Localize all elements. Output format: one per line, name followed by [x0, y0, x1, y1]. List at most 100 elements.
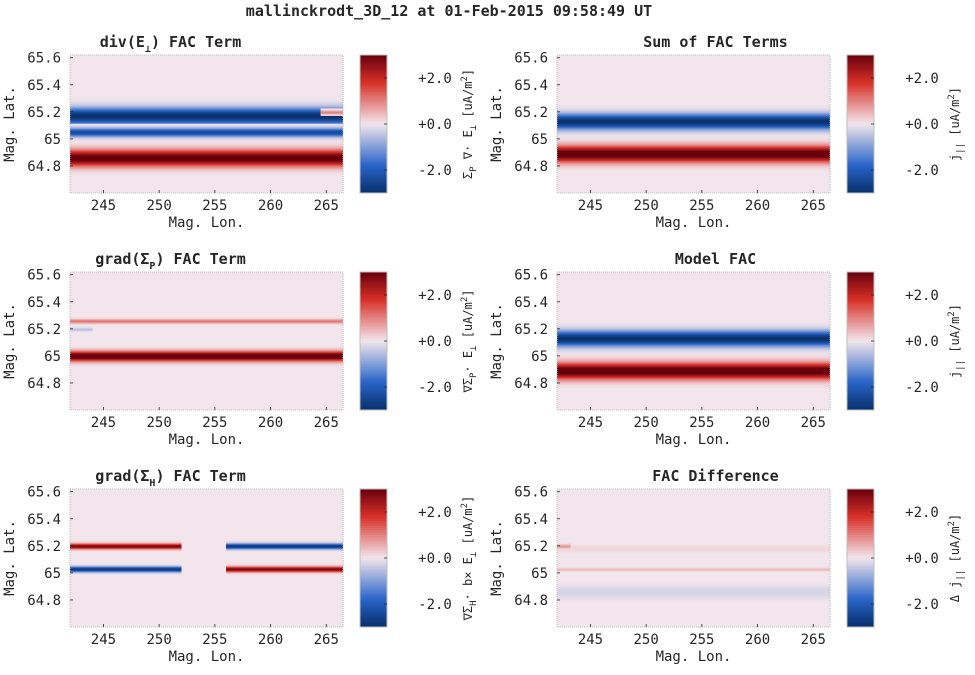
colorbar: +2.0 +0.0 -2.0 ∇ΣH· b× E⊥ [uA/m2]: [359, 488, 479, 628]
colorbar-segment: [847, 71, 874, 74]
colorbar-segment: [847, 528, 874, 531]
x-axis-label: Mag. Lon.: [656, 432, 732, 448]
y-tick-label: 64.8: [27, 376, 61, 392]
colorbar-tick-label: +2.0: [418, 71, 452, 87]
heat-cell: [70, 138, 343, 140]
colorbar-segment: [360, 375, 387, 379]
colorbar-segment: [360, 163, 387, 166]
colorbar-segment: [847, 341, 874, 344]
heat-cell: [557, 594, 830, 596]
colorbar-segment: [847, 530, 874, 534]
colorbar-segment: [360, 495, 387, 499]
colorbar-tick-label: -2.0: [418, 380, 452, 396]
colorbar-segment: [847, 601, 874, 605]
heat-cell: [557, 358, 830, 361]
colorbar-segment: [360, 94, 387, 97]
colorbar-segment: [847, 144, 874, 148]
heat-cell: [557, 344, 830, 347]
heat-cell: [70, 354, 343, 356]
heat-cell: [557, 380, 830, 382]
colorbar-segment: [360, 567, 387, 570]
heat-cell: [557, 116, 830, 118]
colorbar-segment: [847, 541, 874, 545]
colorbar-segment: [360, 158, 387, 162]
colorbar-segment: [360, 347, 387, 351]
heat-cell: [557, 127, 830, 130]
colorbar-segment: [360, 553, 387, 557]
colorbar-segment: [360, 308, 387, 312]
colorbar-segment: [847, 75, 874, 79]
y-tick-label: 65.6: [27, 51, 61, 67]
heat-cell: [557, 151, 830, 154]
x-axis-label: Mag. Lon.: [656, 215, 732, 231]
heat-cell: [557, 333, 830, 335]
heat-cell: [70, 358, 343, 360]
colorbar-label: ∇ΣH· b× E⊥ [uA/m2]: [460, 496, 479, 622]
heat-cell: [70, 134, 343, 136]
heat-cell: [70, 139, 343, 141]
colorbar-segment: [360, 368, 387, 372]
x-tick-label: 255: [202, 415, 227, 431]
colorbar-segment: [847, 548, 874, 552]
colorbar-segment: [847, 292, 874, 296]
heat-cell: [70, 540, 182, 542]
colorbar-segment: [847, 331, 874, 335]
heat-cell: [70, 99, 343, 101]
colorbar-segment: [847, 179, 874, 182]
heat-cell: [557, 372, 830, 375]
heat-cell: [557, 597, 830, 599]
colorbar-segment: [847, 359, 874, 363]
colorbar-segment: [847, 396, 874, 399]
x-tick-label: 260: [258, 632, 283, 648]
colorbar-segment: [847, 324, 874, 328]
heat-cell: [557, 113, 830, 116]
colorbar-segment: [847, 587, 874, 591]
colorbar-segment: [847, 160, 874, 164]
heat-cell: [70, 362, 343, 364]
heat-cell: [557, 375, 830, 377]
heat-cell: [70, 170, 343, 173]
x-axis-label: Mag. Lon.: [169, 649, 245, 665]
heat-cell: [70, 162, 343, 164]
colorbar-segment: [360, 61, 387, 65]
colorbar-segment: [847, 190, 874, 194]
heat-cell: [557, 119, 830, 122]
colorbar-segment: [847, 278, 874, 282]
heat-cell: [557, 383, 830, 386]
heat-cell: [70, 109, 343, 111]
heat-cell: [557, 154, 830, 157]
colorbar-segment: [847, 78, 874, 81]
colorbar-segment: [847, 597, 874, 600]
colorbar-segment: [360, 393, 387, 397]
heat-cell: [557, 120, 830, 123]
colorbar-segment: [847, 380, 874, 383]
colorbar-segment: [360, 350, 387, 353]
colorbar-segment: [847, 544, 874, 547]
colorbar-segment: [847, 334, 874, 337]
heat-cell: [557, 329, 830, 332]
heat-cell: [70, 107, 343, 110]
colorbar-segment: [847, 594, 874, 598]
heat-cell: [226, 540, 343, 542]
colorbar-segment: [847, 57, 874, 61]
heat-cell: [70, 356, 343, 359]
heat-cell: [70, 160, 343, 163]
heat-band: [557, 544, 830, 554]
heat-cell: [557, 155, 830, 158]
y-tick-label: 65: [44, 566, 61, 582]
heat-cell: [557, 328, 830, 331]
heat-cell: [70, 362, 343, 365]
colorbar-segment: [847, 571, 874, 575]
colorbar-segment: [847, 617, 874, 621]
y-axis-label: Mag. Lat.: [2, 303, 18, 379]
colorbar-segment: [847, 101, 874, 104]
heat-cell: [70, 129, 343, 131]
colorbar-segment: [360, 103, 387, 107]
y-tick-label: 65.6: [27, 268, 61, 284]
y-tick-label: 65: [531, 566, 548, 582]
heat-cell: [557, 331, 830, 334]
heat-cell: [70, 127, 343, 129]
colorbar-segment: [360, 327, 387, 330]
heat-cell: [557, 544, 830, 546]
heat-cell: [557, 106, 830, 109]
